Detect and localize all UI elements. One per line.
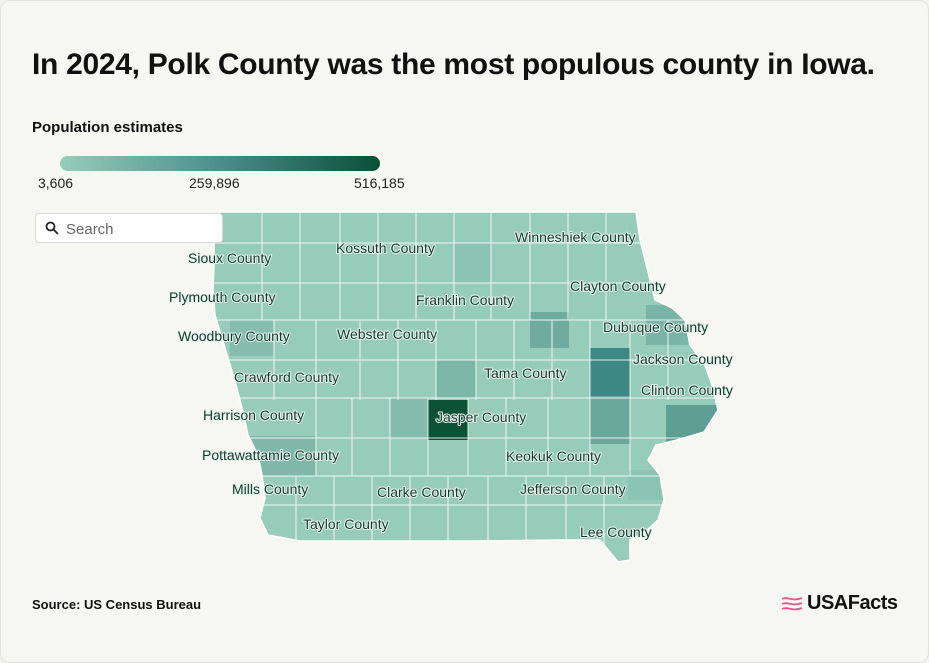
polk-county	[428, 400, 468, 440]
source-note: Source: US Census Bureau	[32, 597, 202, 612]
county-label[interactable]: Jackson County	[632, 350, 734, 368]
search-input[interactable]	[64, 218, 218, 240]
legend-title: Population estimates	[32, 119, 183, 136]
county-label[interactable]: Dubuque County	[602, 318, 709, 336]
legend-gradient-bar	[60, 156, 380, 171]
county-label[interactable]: Harrison County	[202, 406, 305, 424]
county-borders	[213, 212, 718, 562]
county-label[interactable]: Clinton County	[640, 381, 734, 399]
state-outline	[212, 211, 719, 563]
county-label[interactable]: Clarke County	[376, 483, 467, 501]
county-label[interactable]: Webster County	[336, 325, 438, 343]
county-label[interactable]: Woodbury County	[177, 327, 291, 345]
county-label[interactable]: Sioux County	[187, 249, 272, 267]
county-label[interactable]: Kossuth County	[335, 239, 436, 257]
county-label[interactable]: Franklin County	[415, 291, 515, 309]
county-label[interactable]: Jefferson County	[519, 480, 627, 498]
county-label[interactable]: Jasper County	[435, 408, 527, 426]
county-label[interactable]: Keokuk County	[505, 447, 602, 465]
county-shade	[390, 398, 430, 438]
county-shade	[590, 348, 630, 396]
county-shade	[436, 360, 476, 398]
county-label[interactable]: Winneshiek County	[514, 228, 637, 246]
search-box[interactable]	[35, 213, 223, 243]
legend-max-label: 516,185	[354, 175, 405, 191]
legend-min-label: 3,606	[38, 175, 74, 191]
county-labels: Sioux County Kossuth County Winneshiek C…	[168, 228, 734, 541]
brand-name: USAFacts	[807, 592, 898, 614]
county-label[interactable]: Mills County	[231, 480, 309, 498]
page-title: In 2024, Polk County was the most populo…	[32, 48, 875, 81]
search-icon	[45, 221, 59, 235]
county-grid	[213, 212, 718, 562]
county-shade	[590, 396, 630, 444]
county-label[interactable]: Clayton County	[569, 277, 667, 295]
county-label[interactable]: Plymouth County	[168, 288, 277, 306]
legend-mid-label: 259,896	[189, 175, 240, 191]
county-shade	[530, 312, 569, 348]
county-shade	[454, 243, 491, 283]
flag-icon	[781, 597, 803, 611]
county-label[interactable]: Crawford County	[233, 368, 340, 386]
county-label[interactable]: Tama County	[483, 364, 567, 382]
county-label[interactable]: Lee County	[579, 523, 653, 541]
county-shade	[230, 320, 274, 356]
county-label[interactable]: Pottawattamie County	[201, 446, 340, 464]
county-label[interactable]: Taylor County	[302, 515, 390, 533]
